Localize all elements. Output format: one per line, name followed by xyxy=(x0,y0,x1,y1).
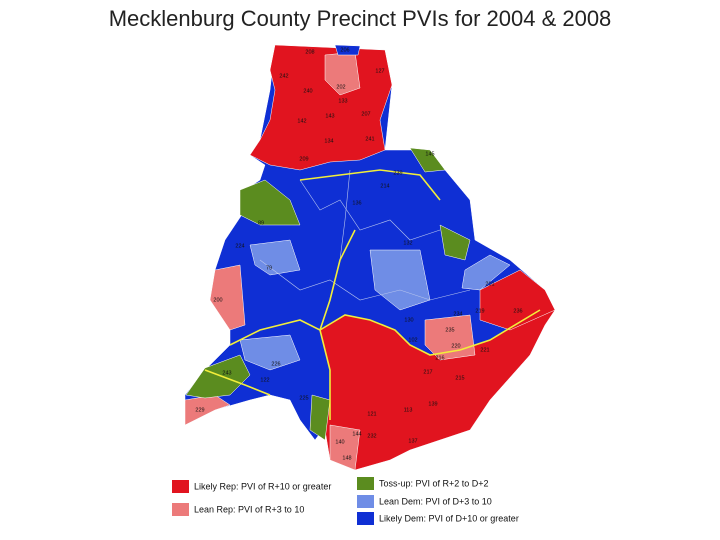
precinct-label: 241 xyxy=(365,136,374,142)
precinct-label: 214 xyxy=(380,183,389,189)
precinct-label: 137 xyxy=(408,438,417,444)
county-map xyxy=(184,44,556,471)
precinct-label: 127 xyxy=(375,68,384,74)
precinct-label: 235 xyxy=(445,327,454,333)
precinct-label: 134 xyxy=(324,138,333,144)
precinct-label: 232 xyxy=(367,433,376,439)
precinct-label: 121 xyxy=(367,411,376,417)
precinct-label: 243 xyxy=(222,370,231,376)
precinct-label: 239 xyxy=(393,170,402,176)
region-toss-up xyxy=(239,179,301,226)
legend-label: Likely Rep: PVI of R+10 or greater xyxy=(194,481,331,491)
legend-swatch xyxy=(357,477,374,490)
precinct-label: 148 xyxy=(342,455,351,461)
region-toss-up xyxy=(309,394,331,441)
precinct-label: 139 xyxy=(428,401,437,407)
precinct-label: 236 xyxy=(513,308,522,314)
title: Mecklenburg County Precinct PVIs for 200… xyxy=(109,6,612,31)
precinct-label: 220 xyxy=(451,343,460,349)
precinct-label: 143 xyxy=(325,113,334,119)
district-border xyxy=(204,369,271,396)
region-lean-dem xyxy=(249,239,301,276)
precinct-label: 145 xyxy=(425,151,434,157)
precinct-label: 242 xyxy=(279,73,288,79)
district-border xyxy=(319,229,356,331)
precinct-label: 209 xyxy=(299,156,308,162)
legend-label: Likely Dem: PVI of D+10 or greater xyxy=(379,513,519,523)
region-likely-dem xyxy=(334,44,361,56)
legend: Likely Rep: PVI of R+10 or greater Lean … xyxy=(172,477,519,525)
precinct-label: 224 xyxy=(235,243,244,249)
precinct-label: 132 xyxy=(403,240,412,246)
precinct-label: 229 xyxy=(195,407,204,413)
precinct-label: 140 xyxy=(335,439,344,445)
precinct-label: 215 xyxy=(455,375,464,381)
precinct-label: 79 xyxy=(266,265,272,271)
precinct-label: 201 xyxy=(485,281,494,287)
precinct-label: 130 xyxy=(404,317,413,323)
district-border xyxy=(229,319,331,420)
region-toss-up xyxy=(185,354,251,399)
precinct-label: 102 xyxy=(408,337,417,343)
legend-label: Lean Dem: PVI of D+3 to 10 xyxy=(379,496,492,506)
precinct-label: 122 xyxy=(260,377,269,383)
precinct-label: 136 xyxy=(352,200,361,206)
precinct-label: 225 xyxy=(299,395,308,401)
precinct-label: 206 xyxy=(340,47,349,53)
precinct-lines xyxy=(259,259,471,301)
precinct-label: 142 xyxy=(297,118,306,124)
precinct-label: 208 xyxy=(305,49,314,55)
legend-swatch xyxy=(172,480,189,493)
precinct-label: 89 xyxy=(258,220,264,226)
precinct-label: 202 xyxy=(336,84,345,90)
precinct-label: 226 xyxy=(271,361,280,367)
precinct-labels: 208 206 242 127 202 240 133 143 207 142 … xyxy=(195,47,522,461)
precinct-label: 133 xyxy=(338,98,347,104)
region-lean-dem xyxy=(461,254,511,291)
precinct-label: 219 xyxy=(475,308,484,314)
precinct-label: 113 xyxy=(404,407,413,413)
region-lean-rep xyxy=(329,424,361,471)
region-toss-up xyxy=(409,147,446,173)
precinct-label: 207 xyxy=(361,111,370,117)
district-border xyxy=(319,309,541,356)
region-toss-up xyxy=(439,224,471,261)
legend-swatch xyxy=(357,512,374,525)
precinct-label: 216 xyxy=(435,355,444,361)
precinct-label: 240 xyxy=(303,88,312,94)
precinct-lines xyxy=(299,179,441,241)
precinct-label: 200 xyxy=(213,297,222,303)
legend-swatch xyxy=(357,495,374,508)
precinct-label: 234 xyxy=(453,311,462,317)
region-lean-rep xyxy=(209,264,246,331)
district-border xyxy=(299,169,441,201)
region-likely-rep xyxy=(479,269,556,331)
legend-label: Toss-up: PVI of R+2 to D+2 xyxy=(379,478,489,488)
legend-swatch xyxy=(172,503,189,516)
region-lean-dem xyxy=(239,334,301,371)
precinct-label: 217 xyxy=(423,369,432,375)
precinct-label: 144 xyxy=(352,431,361,437)
precinct-label: 221 xyxy=(480,347,489,353)
legend-label: Lean Rep: PVI of R+3 to 10 xyxy=(194,504,304,514)
